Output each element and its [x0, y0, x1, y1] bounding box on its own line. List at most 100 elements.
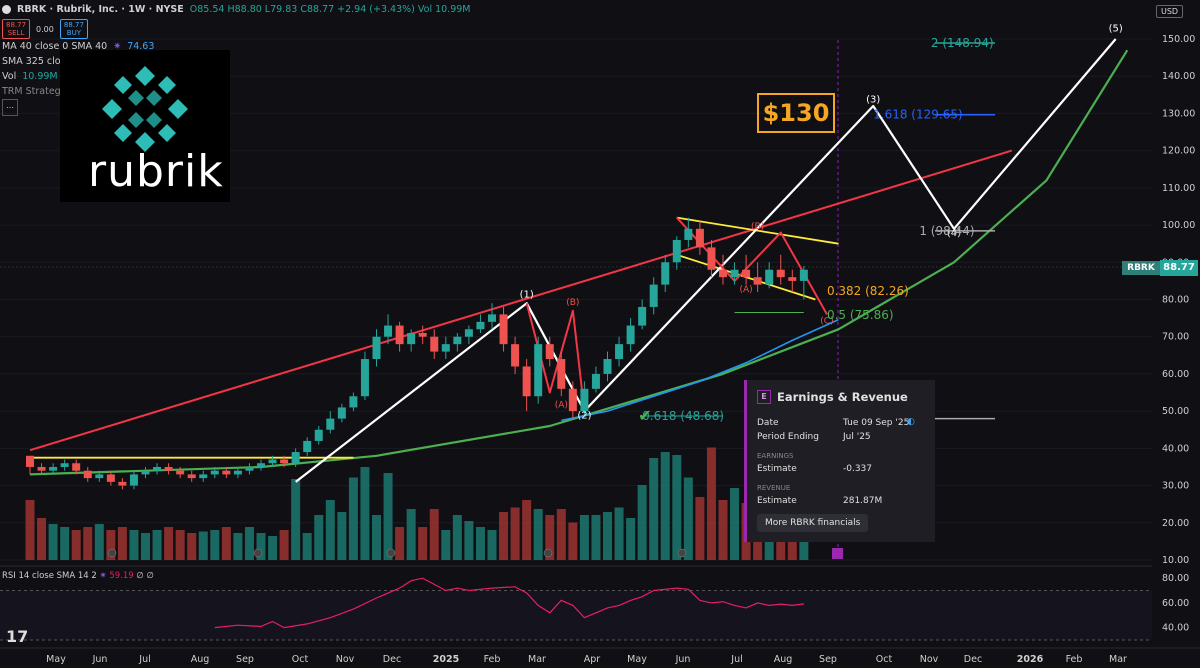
tradingview-logo: 17 [6, 627, 29, 646]
volume-bar [626, 518, 636, 560]
candle-body [499, 314, 508, 345]
volume-bar [395, 527, 405, 560]
candle-body [707, 247, 716, 270]
time-tick-label: Oct [292, 654, 309, 665]
price-tick-label: 140.00 [1162, 71, 1195, 82]
candle-body [557, 359, 566, 389]
volume-bar [279, 530, 289, 560]
candle-body [441, 344, 450, 352]
volume-bar [475, 527, 485, 560]
time-tick-label: May [627, 654, 647, 665]
date-value: Tue 09 Sep '25 [843, 418, 910, 428]
more-financials-button[interactable]: More RBRK financials [757, 514, 869, 532]
volume-bar [94, 524, 104, 560]
price-tick-label: 30.00 [1162, 481, 1189, 492]
candle-body [765, 269, 774, 285]
volume-bar [695, 497, 705, 560]
wave-label: (4) [947, 228, 961, 239]
candle-body [280, 459, 289, 464]
time-tick-label: Apr [584, 654, 601, 665]
volume-bar [106, 530, 116, 560]
axis-background [1152, 0, 1200, 668]
volume-bar [314, 515, 324, 560]
vol-legend[interactable]: Vol [2, 71, 17, 82]
volume-bar [487, 530, 497, 560]
candle-body [626, 325, 635, 345]
rsi-band [0, 590, 1152, 640]
rsi-line [214, 577, 804, 629]
candle-body [788, 277, 797, 281]
candle-body [719, 269, 727, 278]
volume-bar [452, 515, 462, 560]
volume-bars [25, 447, 843, 560]
volume-bar [718, 500, 728, 560]
rsi-label: RSI 14 close SMA 14 2 [2, 571, 97, 581]
candle-body [742, 269, 751, 278]
candle-body [418, 332, 427, 337]
ma40-legend[interactable]: MA 40 close 0 SMA 40 [2, 41, 108, 52]
candle-body [360, 359, 369, 397]
revenue-section: REVENUE [757, 484, 791, 492]
candle-body [684, 228, 693, 240]
volume-bar [141, 533, 150, 560]
currency-selector[interactable]: USD [1156, 5, 1184, 18]
collapse-icon[interactable]: ⋯ [2, 99, 18, 116]
volume-bar [60, 527, 70, 560]
wave-label: (5) [1109, 24, 1123, 35]
candle-body [464, 329, 473, 337]
symbol-price-tag: RBRK [1122, 261, 1160, 275]
candle-body [233, 470, 242, 475]
symbol-line[interactable]: RBRK · Rubrik, Inc. · 1W · NYSE [17, 4, 184, 15]
volume-bar [591, 515, 601, 560]
candle-body [60, 463, 69, 467]
candle-body [164, 466, 173, 471]
volume-bar [25, 500, 35, 560]
candle-body [522, 366, 531, 397]
growth-curve [29, 49, 1129, 476]
time-tick-label: Feb [1066, 654, 1083, 665]
price-tick-label: 10.00 [1162, 555, 1189, 566]
price-tick-label: 60.00 [1162, 369, 1189, 380]
candle-body [695, 228, 704, 248]
volume-bar [533, 509, 543, 560]
rsi-tick-label: 60.00 [1162, 598, 1189, 609]
rsi-legend[interactable]: RSI 14 close SMA 14 2 ✷ 59.19 ∅ ∅ [2, 571, 154, 581]
rubrik-logo-text: rubrik [88, 146, 224, 197]
time-tick-label: Jul [730, 654, 742, 665]
time-tick-label: 2026 [1017, 654, 1044, 665]
ma40-value: 74.63 [127, 41, 155, 52]
price-tick-label: 70.00 [1162, 332, 1189, 343]
gear-icon[interactable]: ✷ [113, 41, 122, 52]
volume-bar [499, 512, 509, 560]
price-axis: 150.00140.00130.00120.00110.00100.0090.0… [1152, 0, 1200, 668]
volume-bar [291, 479, 301, 560]
candle-body [638, 306, 647, 326]
chart-labels: (1) (2) (3) (4) (5) (A) (B) (A) (B) (C) 2 (148.94)… [520, 24, 1123, 425]
volume-bar [360, 467, 370, 560]
gear-icon[interactable]: ✷ [99, 571, 107, 581]
earnings-section: EARNINGS [757, 452, 794, 460]
volume-bar [48, 524, 58, 560]
earnings-tooltip: E Earnings & Revenue Date Tue 09 Sep '25 … [744, 380, 935, 542]
wave-label: (B) [751, 222, 764, 232]
fib-label: 1.618 (129.65) [873, 108, 963, 122]
candle-body [453, 336, 462, 345]
buy-button[interactable]: 88.77 BUY [59, 19, 88, 39]
volume-bar [348, 477, 358, 560]
overlay-lines [0, 38, 1152, 560]
candle-body [153, 466, 162, 471]
volume-bar [233, 533, 243, 560]
candle-body [799, 269, 808, 281]
candle-body [26, 455, 34, 467]
sell-button[interactable]: 88.77 SELL [2, 19, 31, 39]
earnings-marker-icon [386, 548, 396, 558]
sma325-legend[interactable]: SMA 325 close [2, 56, 72, 67]
candle-body [395, 325, 404, 345]
volume-bar [325, 500, 335, 560]
candle-body [187, 474, 196, 479]
volume-bar [129, 530, 139, 560]
volume-bar [383, 473, 393, 560]
time-tick-label: Jun [675, 654, 691, 665]
volume-bar [464, 521, 474, 560]
